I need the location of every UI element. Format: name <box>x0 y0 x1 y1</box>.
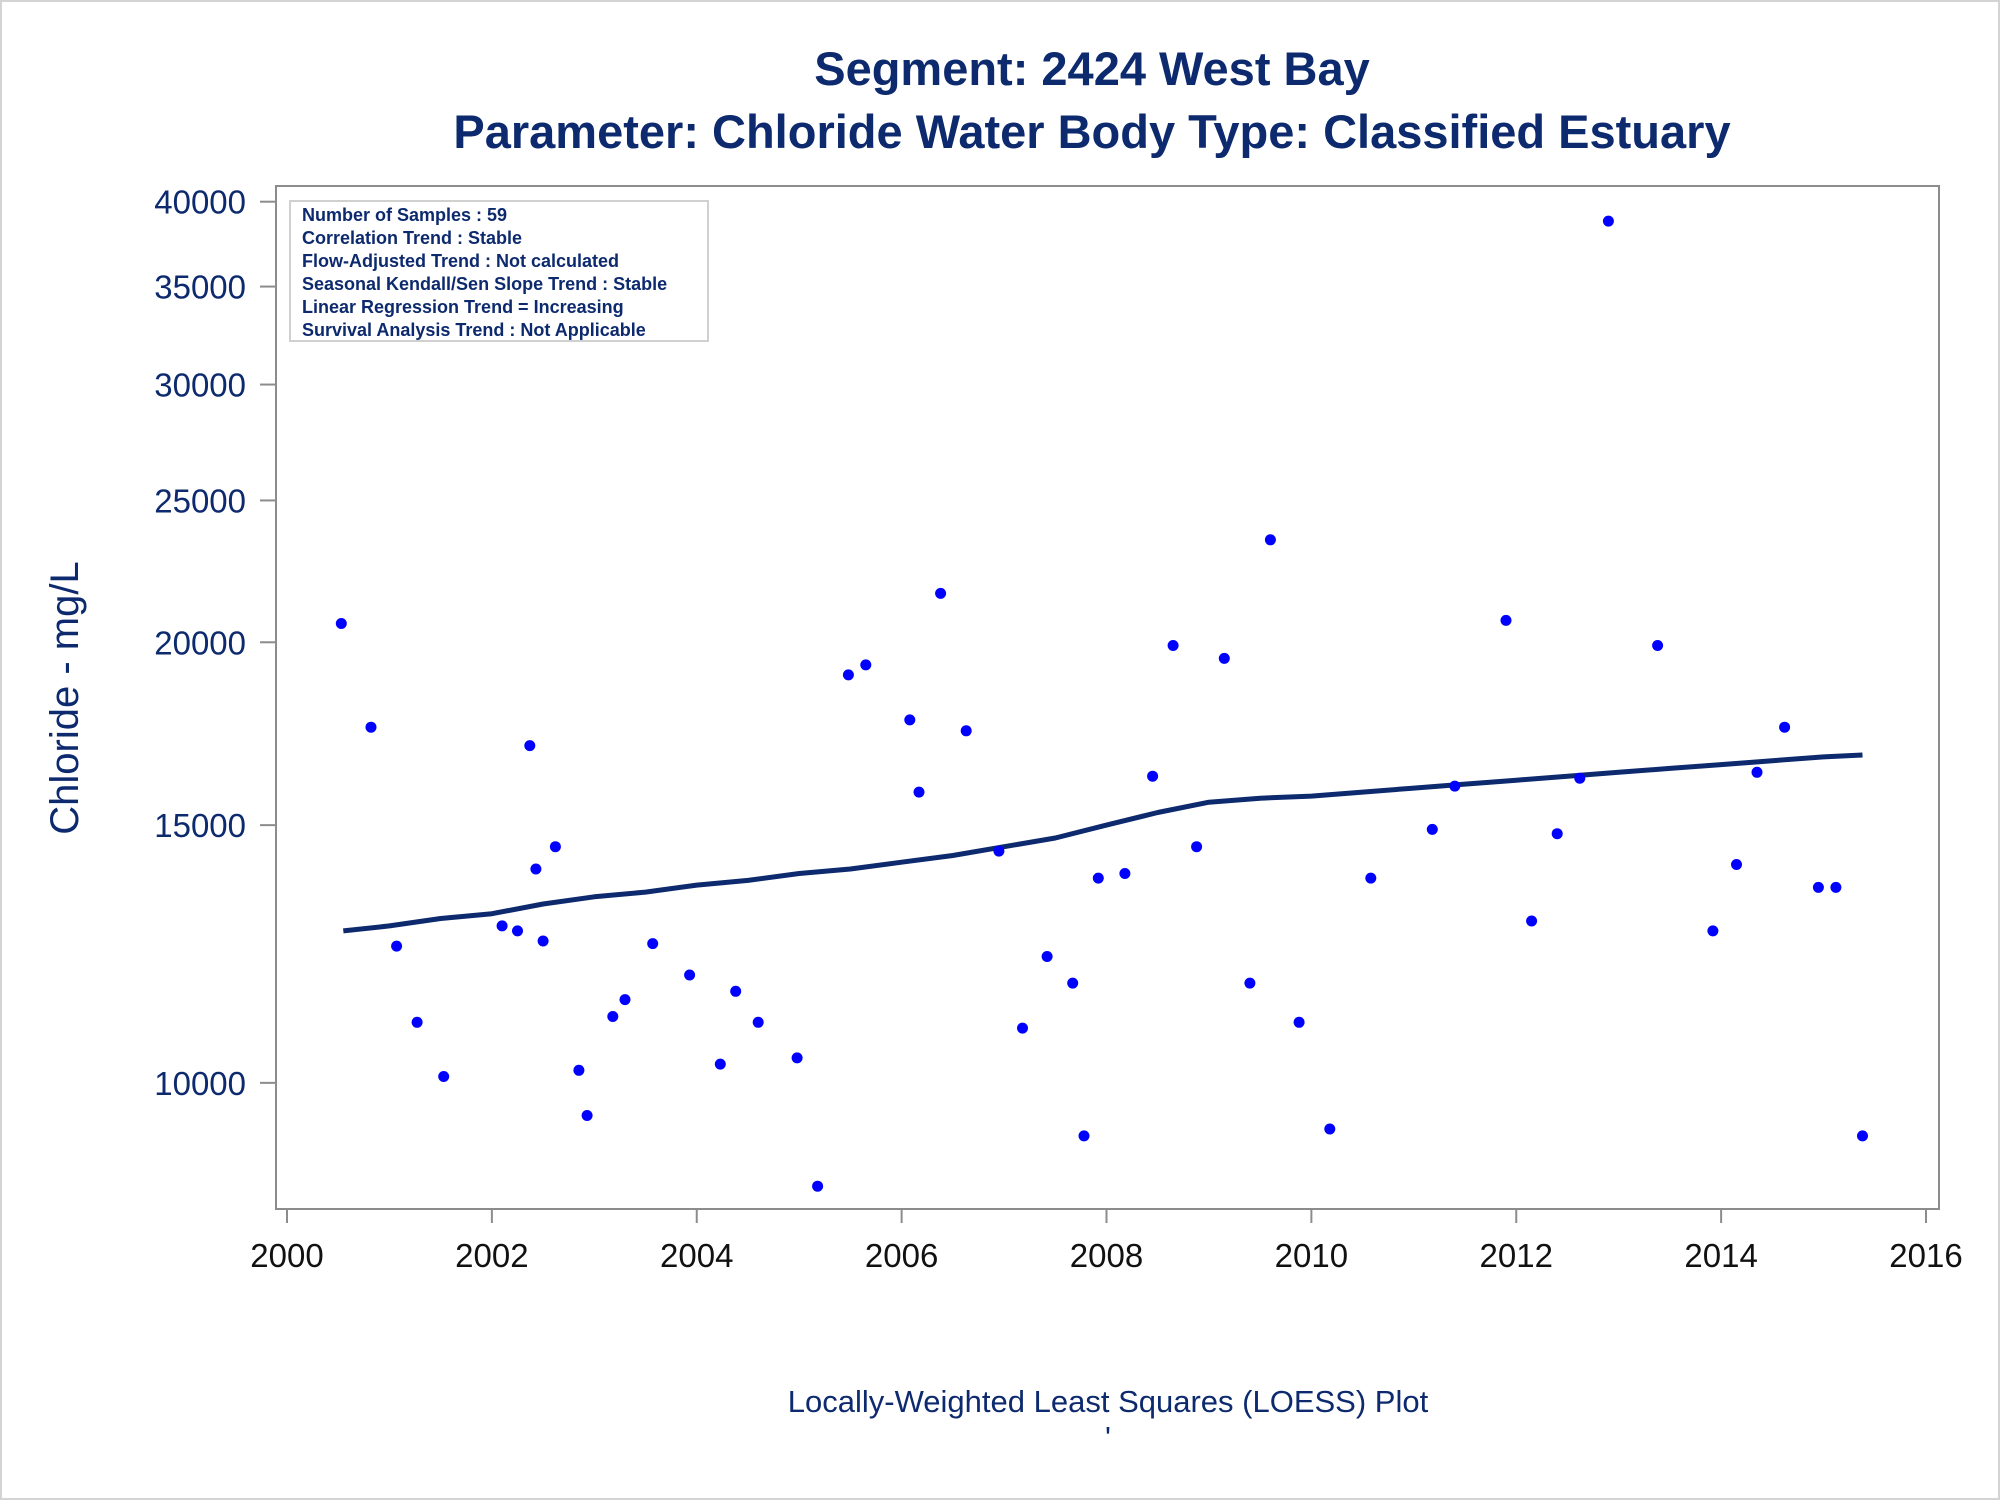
data-point <box>752 1016 764 1028</box>
data-point <box>1191 841 1203 853</box>
data-point <box>1707 925 1719 937</box>
footnote: Locally-Weighted Least Squares (LOESS) P… <box>788 1384 1429 1419</box>
legend-line-seasonal-kendall: Seasonal Kendall/Sen Slope Trend : Stabl… <box>302 274 667 294</box>
data-point <box>812 1180 824 1192</box>
x-tick-label: 2010 <box>1275 1237 1348 1274</box>
legend-box <box>289 200 709 342</box>
y-axis: 10000 15000 20000 25000 30000 35000 40000 <box>154 184 276 1102</box>
legend-line-correlation: Correlation Trend : Stable <box>302 228 522 248</box>
data-point <box>438 1071 450 1082</box>
data-point <box>607 1011 619 1022</box>
y-tick-label: 25000 <box>154 482 246 519</box>
data-point <box>365 721 377 733</box>
data-point <box>860 659 872 671</box>
loess-line <box>343 752 1863 934</box>
data-point <box>1218 652 1230 664</box>
data-point <box>1574 772 1586 784</box>
legend-line-samples: Number of Samples : 59 <box>302 205 507 225</box>
data-point <box>1779 721 1791 733</box>
data-point <box>1652 640 1664 651</box>
x-tick-label: 2014 <box>1684 1237 1757 1274</box>
data-point <box>335 618 347 629</box>
x-tick-label: 2002 <box>455 1237 528 1274</box>
data-point <box>1264 534 1276 546</box>
y-tick-label: 30000 <box>154 367 246 404</box>
data-point <box>791 1052 803 1064</box>
chart-title: Segment: 2424 West Bay <box>814 42 1370 95</box>
data-point <box>1293 1016 1305 1028</box>
data-point <box>524 740 536 752</box>
data-point <box>512 925 523 937</box>
data-point <box>619 994 631 1006</box>
stats-legend: Number of Samples : 59 Correlation Trend… <box>289 200 709 342</box>
legend-line-linear-regression: Linear Regression Trend = Increasing <box>302 297 624 317</box>
data-point <box>530 863 542 875</box>
data-point <box>581 1110 593 1121</box>
y-tick-label: 40000 <box>154 184 246 221</box>
chart-subtitle: Parameter: Chloride Water Body Type: Cla… <box>453 105 1730 158</box>
data-point <box>993 845 1005 857</box>
data-point <box>1812 881 1824 893</box>
data-point <box>496 920 508 932</box>
data-point <box>1751 766 1763 778</box>
data-point <box>730 985 742 997</box>
data-point <box>1017 1022 1028 1034</box>
data-point <box>1119 868 1131 879</box>
data-point <box>935 587 947 599</box>
data-point <box>537 935 549 947</box>
data-point <box>549 841 561 853</box>
data-point <box>1078 1130 1090 1142</box>
y-tick-label: 35000 <box>154 269 246 306</box>
data-point <box>1857 1130 1868 1142</box>
data-point <box>1551 828 1563 840</box>
y-tick-label: 15000 <box>154 807 246 844</box>
data-point <box>391 940 403 952</box>
scatter-points <box>335 215 1868 1192</box>
x-tick-label: 2000 <box>250 1237 323 1274</box>
data-point <box>1426 823 1438 835</box>
data-point <box>573 1064 585 1076</box>
data-point <box>1731 859 1742 870</box>
data-point <box>1830 881 1842 893</box>
legend-line-flow-adjusted: Flow-Adjusted Trend : Not calculated <box>302 251 619 271</box>
data-point <box>1324 1123 1336 1135</box>
legend-line-survival: Survival Analysis Trend : Not Applicable <box>302 320 646 340</box>
y-axis-label: Chloride - mg/L <box>43 561 87 834</box>
data-point <box>1167 640 1179 651</box>
x-tick-label: 2016 <box>1889 1237 1962 1274</box>
data-point <box>1602 215 1614 227</box>
data-point <box>1449 780 1461 792</box>
data-point <box>1526 915 1538 927</box>
data-point <box>1092 872 1104 884</box>
data-point <box>1365 872 1377 884</box>
data-point <box>1067 977 1079 989</box>
data-point <box>1244 977 1256 989</box>
x-tick-label: 2008 <box>1070 1237 1143 1274</box>
data-point <box>411 1016 423 1028</box>
data-point <box>1500 614 1512 626</box>
loess-line-series <box>343 752 1863 934</box>
x-tick-label: 2012 <box>1480 1237 1553 1274</box>
x-axis: 2000 2002 2004 2006 2008 2010 2012 2014 2016 <box>250 1209 1963 1274</box>
data-point <box>960 725 972 737</box>
data-point <box>1041 951 1053 962</box>
data-point <box>913 786 925 798</box>
data-point <box>904 714 916 726</box>
data-point <box>714 1058 726 1070</box>
data-point <box>1147 770 1159 782</box>
footnote-mark: ' <box>1105 1420 1111 1455</box>
x-tick-label: 2006 <box>865 1237 938 1274</box>
y-tick-label: 10000 <box>154 1065 246 1102</box>
data-point <box>647 938 659 950</box>
data-point <box>684 969 696 981</box>
data-point <box>842 669 854 681</box>
x-tick-label: 2004 <box>660 1237 733 1274</box>
y-tick-label: 20000 <box>154 624 246 661</box>
